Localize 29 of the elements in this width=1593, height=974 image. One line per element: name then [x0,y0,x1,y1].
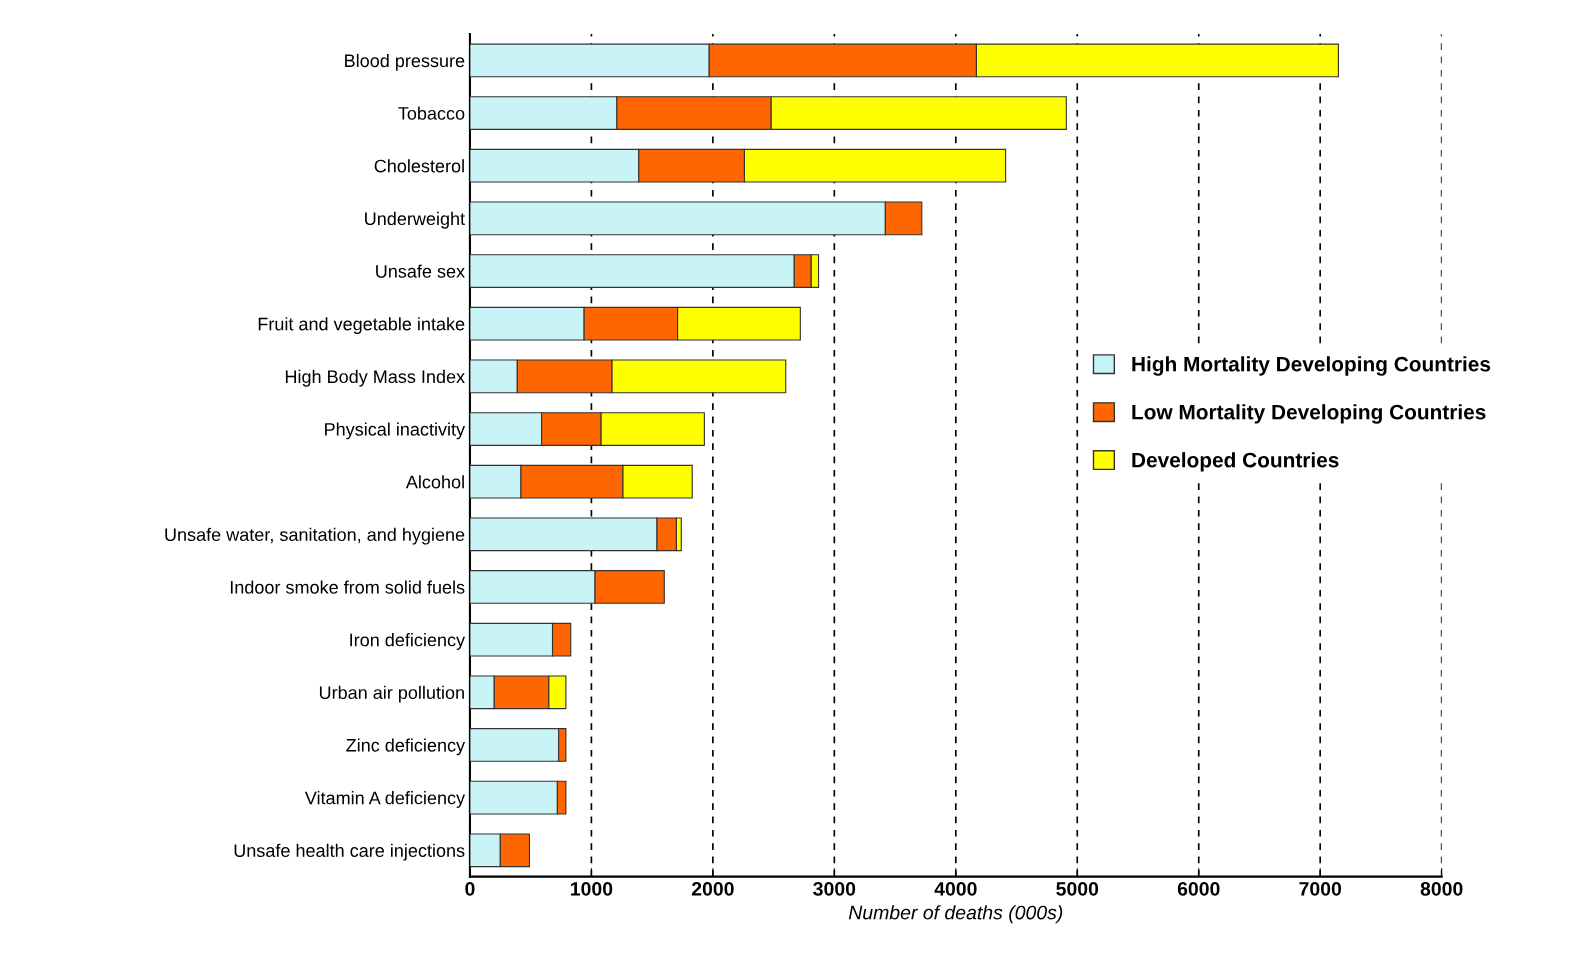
y-tick-label: Vitamin A deficiency [304,791,466,808]
y-tick-label: Alcohol [405,475,464,489]
legend-label: Low Mortality Developing Countries [1132,404,1486,424]
y-tick-label: Fruit and vegetable intake [258,317,465,334]
y-tick-label: Unsafe water, sanitation, and hygiene [165,527,465,545]
y-tick-label: Unsafe health care injections [234,843,465,861]
y-tick-label: Blood pressure [345,53,465,71]
x-tick-label: 3000 [813,881,856,896]
x-tick-label: 1000 [571,881,613,896]
legend-label: Developed Countries [1132,452,1339,472]
y-tick-label: Unsafe sex [376,264,465,278]
x-tick-label: 8000 [1420,881,1463,896]
x-tick-label: 2000 [691,881,734,896]
x-tick-label: 7000 [1299,881,1342,896]
y-tick-label: Physical inactivity [325,422,466,440]
y-tick-label: High Body Mass Index [285,369,465,387]
x-axis-title: Number of deaths (000s) [848,905,1063,924]
y-tick-label: Iron deficiency [350,633,466,650]
x-tick-label: 5000 [1056,881,1099,896]
y-tick-label: Cholesterol [374,159,464,173]
y-tick-label: Underweight [365,211,465,229]
y-tick-label: Tobacco [398,106,465,120]
y-tick-label: Indoor smoke from solid fuels [230,580,465,594]
y-tick-label: Urban air pollution [319,685,464,703]
legend-label: High Mortality Developing Countries [1132,356,1491,376]
x-tick-label: 0 [465,881,475,896]
y-tick-label: Zinc deficiency [346,738,466,756]
x-tick-label: 6000 [1177,881,1220,896]
x-tick-label: 4000 [934,881,977,896]
